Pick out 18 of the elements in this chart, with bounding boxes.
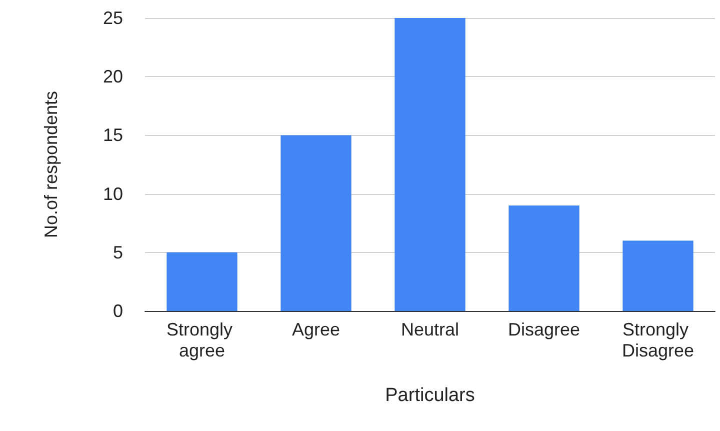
y-tick-label: 25 [102, 8, 123, 28]
x-tick-label: Strongly Disagree [622, 320, 694, 360]
y-tick-label: 5 [112, 242, 123, 262]
y-tick-label: 20 [102, 66, 123, 87]
x-tick-label: Disagree [508, 320, 580, 340]
x-tick-label: Strongly agree [166, 320, 238, 360]
x-tick-label: Agree [292, 320, 340, 340]
bar [280, 135, 352, 311]
y-axis-title: No.of respondents [41, 90, 61, 238]
y-tick-label: 0 [112, 301, 123, 321]
bar [166, 252, 238, 311]
bar [508, 206, 580, 311]
bar [394, 18, 466, 311]
y-tick-label: 10 [102, 184, 123, 204]
y-tick-label: 15 [102, 125, 123, 146]
bar [622, 240, 694, 311]
x-axis-title: Particulars [385, 385, 475, 406]
x-tick-label: Neutral [400, 320, 460, 340]
